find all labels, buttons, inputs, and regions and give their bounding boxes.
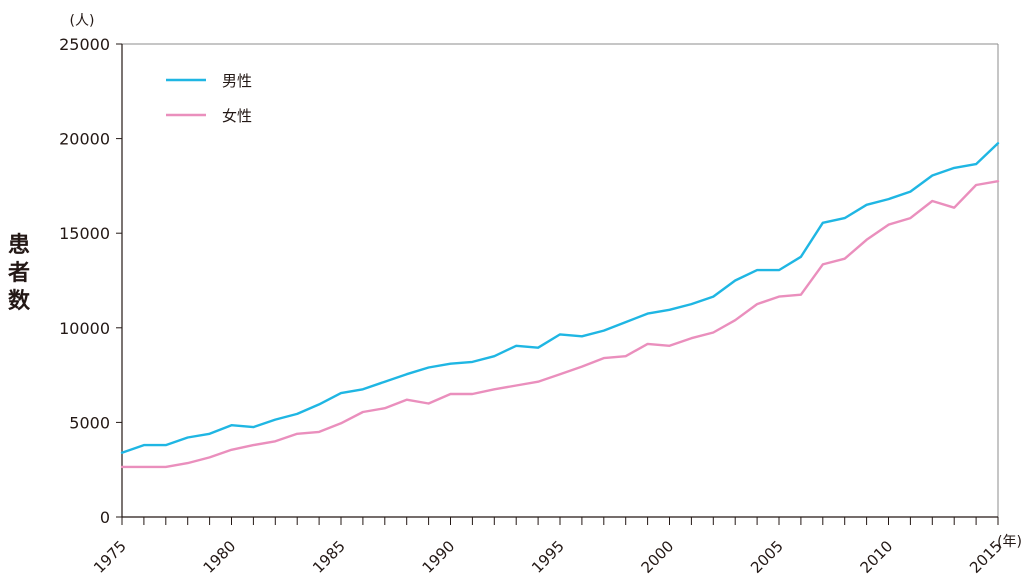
y-tick-label: 25000 xyxy=(59,35,110,54)
legend-label-male: 男性 xyxy=(222,72,252,90)
x-tick-label: 1980 xyxy=(200,537,240,577)
y-tick-label: 10000 xyxy=(59,319,110,338)
y-axis-title-char-2: 者 xyxy=(7,261,30,286)
x-tick-label: 1985 xyxy=(309,537,349,577)
series-line-male xyxy=(120,142,1000,454)
y-tick-label: 0 xyxy=(100,508,110,527)
x-tick-label: 1975 xyxy=(90,537,130,577)
series-layer xyxy=(120,142,1000,469)
x-tick-label: 1995 xyxy=(528,537,568,577)
axes: 0 5000 10000 15000 20000 25000 (人) 1975 1980 1985… xyxy=(59,13,1022,577)
x-tick-label: 2000 xyxy=(638,537,678,577)
y-axis-title-char-1: 患 xyxy=(7,233,30,258)
y-tick-label: 5000 xyxy=(69,413,110,432)
legend-label-female: 女性 xyxy=(222,107,252,125)
x-tick-label: 2010 xyxy=(857,537,897,577)
y-tick-label: 15000 xyxy=(59,224,110,243)
y-unit-label: (人) xyxy=(70,13,95,29)
y-tick-label: 20000 xyxy=(59,130,110,149)
y-axis-title: 患 者 数 xyxy=(4,232,34,316)
x-tick-label: 1990 xyxy=(419,537,459,577)
series-line-female xyxy=(120,180,1000,469)
x-tick-label: 2005 xyxy=(747,537,787,577)
y-axis-title-char-3: 数 xyxy=(7,289,30,314)
x-unit-label: (年) xyxy=(997,534,1022,550)
